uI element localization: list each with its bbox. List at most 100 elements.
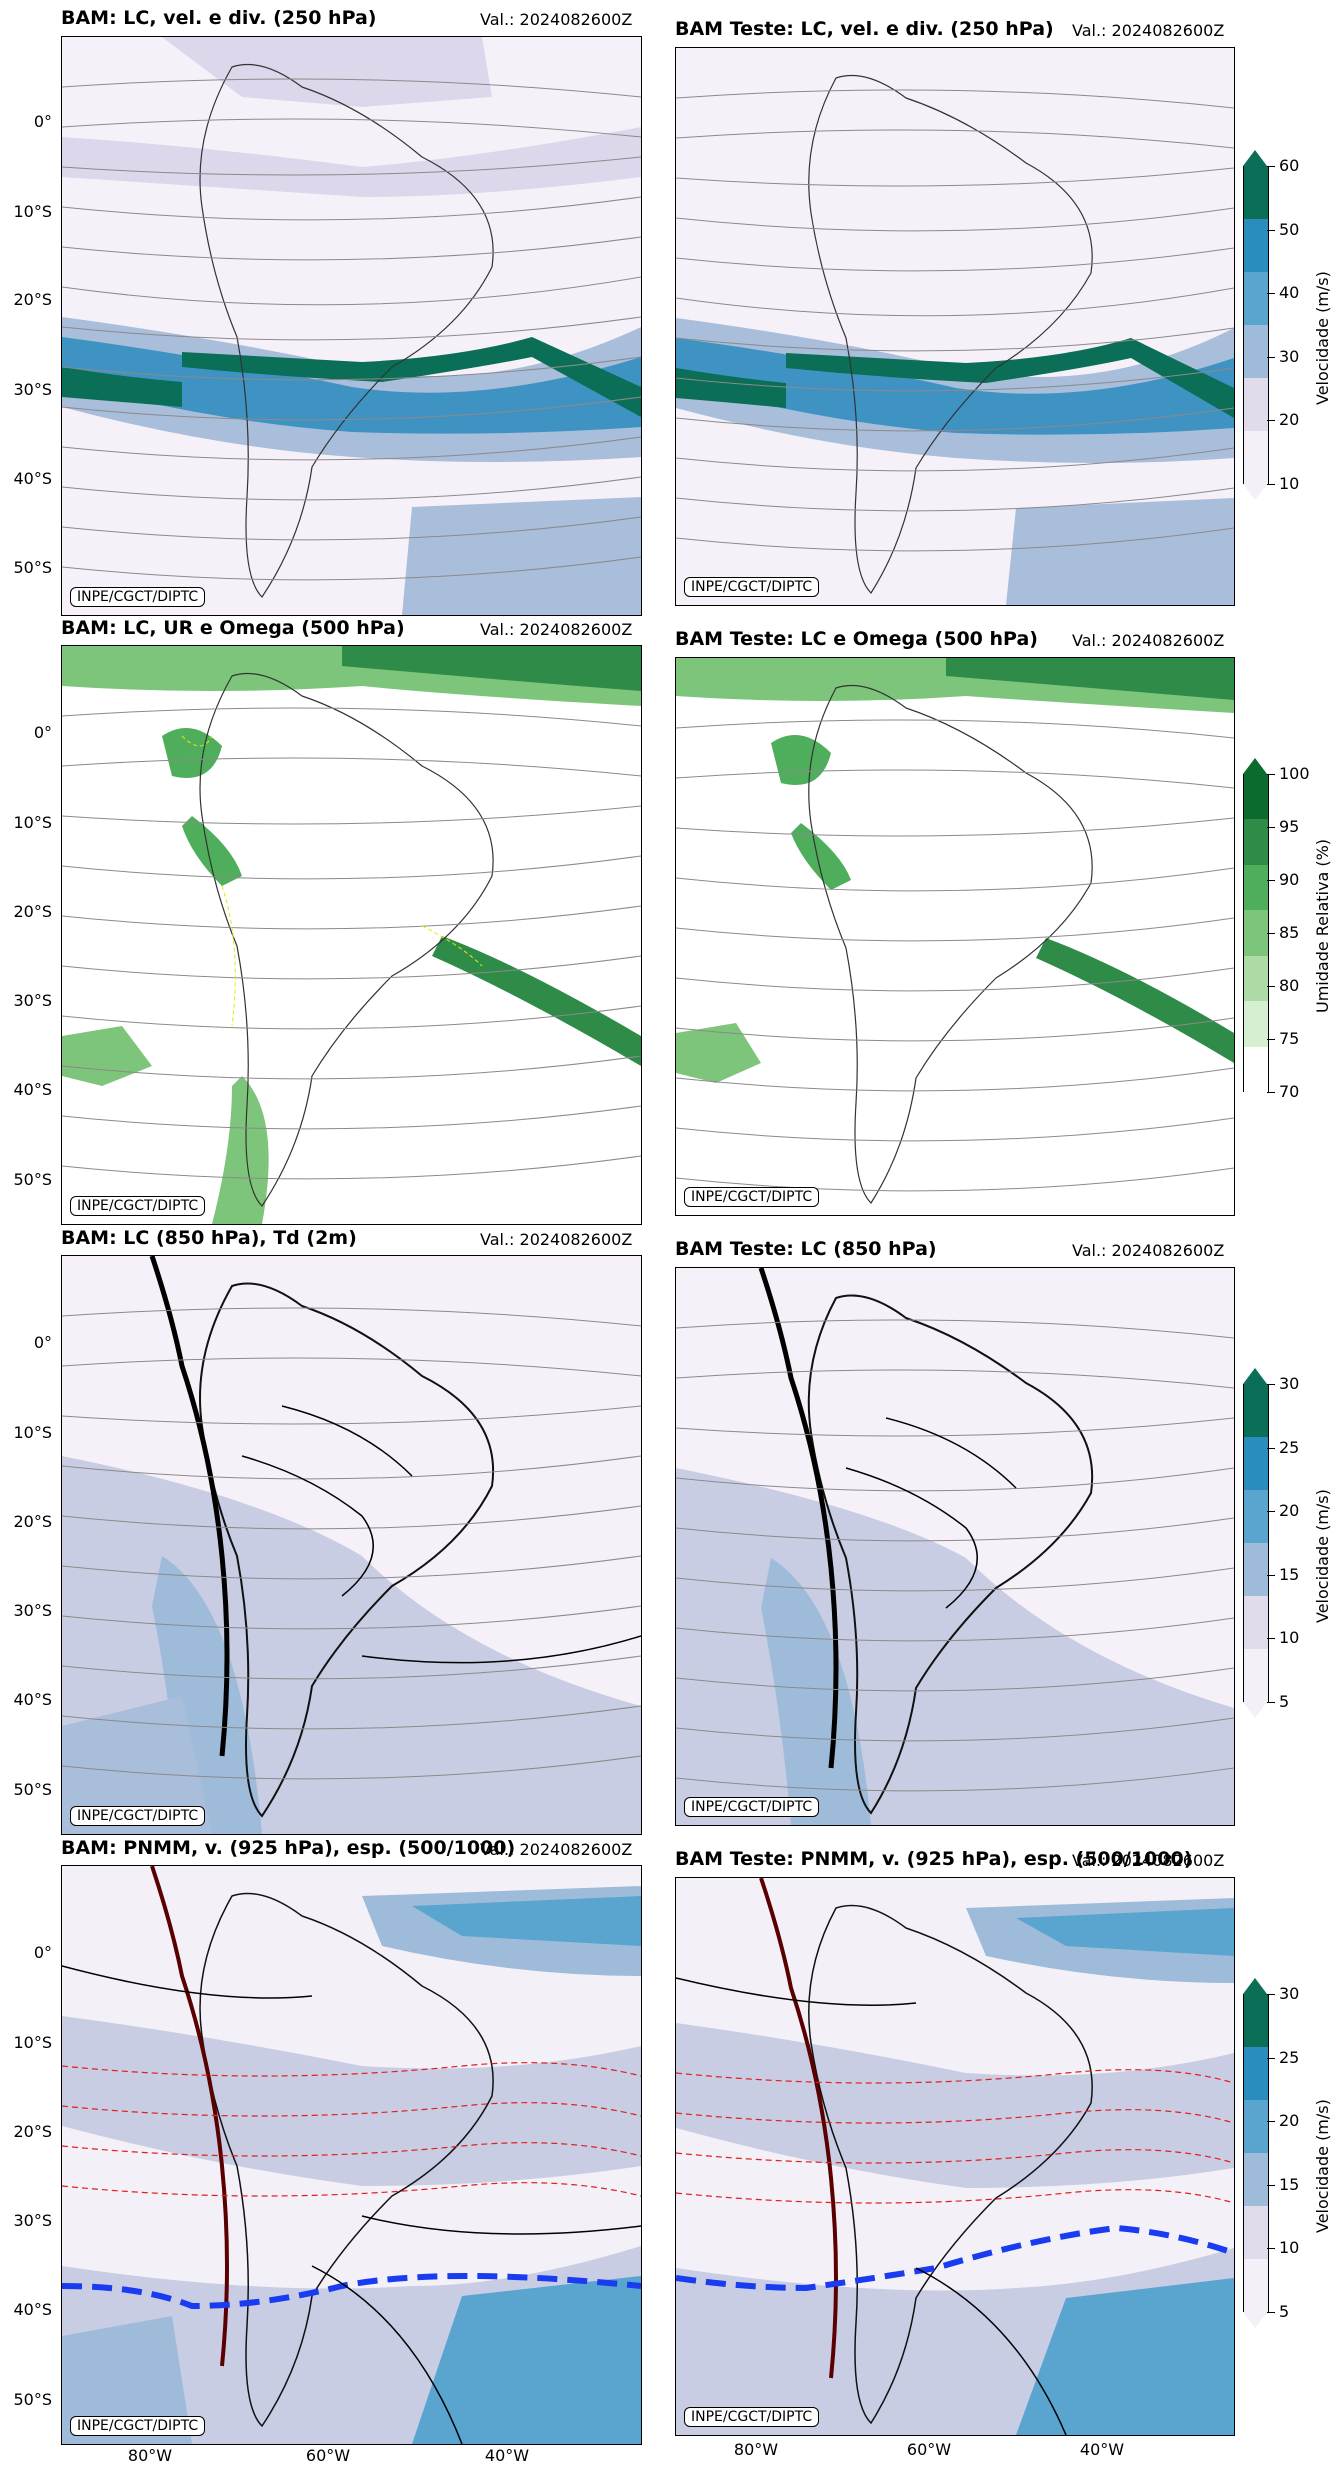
map-500-bam-teste: INPE/CGCT/DIPTC xyxy=(675,657,1235,1216)
valid-time: Val.: 2024082600Z xyxy=(1072,21,1225,40)
colorbar-segment xyxy=(1243,1543,1269,1596)
colorbar-segment xyxy=(1243,325,1269,378)
lon-label: 40°W xyxy=(484,2446,530,2465)
colorbar-segment xyxy=(1243,2259,1269,2312)
credit-label: INPE/CGCT/DIPTC xyxy=(684,577,820,597)
colorbar-tick-label: 30 xyxy=(1266,1984,1300,2003)
colorbar-segment xyxy=(1243,2100,1269,2153)
colorbar-tick-label: 5 xyxy=(1266,2302,1290,2321)
lon-label: 80°W xyxy=(733,2440,779,2459)
colorbar-tick-label: 15 xyxy=(1266,1564,1300,1584)
row-250hpa: BAM: LC, vel. e div. (250 hPa) Val.: 202… xyxy=(0,0,1334,616)
colorbar-tick-label: 100 xyxy=(1267,764,1310,783)
lat-label: 30°S xyxy=(13,991,52,1010)
colorbar-extend-top xyxy=(1243,150,1267,166)
lat-label: 20°S xyxy=(13,902,52,921)
map-850-bam-teste: INPE/CGCT/DIPTC xyxy=(675,1267,1235,1826)
colorbar-tick-label: 30 xyxy=(1266,346,1300,366)
map-925-bam-teste: INPE/CGCT/DIPTC xyxy=(675,1877,1235,2436)
colorbar-extend-bottom xyxy=(1243,1702,1267,1718)
colorbar-segment xyxy=(1243,819,1269,865)
colorbar-tick-label: 5 xyxy=(1266,1692,1290,1711)
lat-label: 30°S xyxy=(13,2211,52,2230)
colorbar-segment xyxy=(1243,1046,1269,1092)
credit-label: INPE/CGCT/DIPTC xyxy=(684,1187,820,1207)
colorbar-tick-label: 95 xyxy=(1266,817,1300,836)
colorbar-tick-label: 10 xyxy=(1266,474,1300,493)
colorbar-tick-label: 20 xyxy=(1266,410,1300,430)
colorbar-tick-label: 90 xyxy=(1266,870,1300,889)
colorbar-velocidade-250: 60 50 40 30 20 10 Velocidade (m/s) xyxy=(1243,150,1334,500)
credit-label: INPE/CGCT/DIPTC xyxy=(70,1196,206,1216)
valid-time: Val.: 2024082600Z xyxy=(480,10,633,29)
valid-time: Val.: 2024082600Z xyxy=(1072,1241,1225,1260)
panel-title: BAM: LC, vel. e div. (250 hPa) xyxy=(61,7,377,29)
colorbar-tick-label: 85 xyxy=(1266,923,1300,942)
lat-label: 10°S xyxy=(13,813,52,832)
colorbar-segment xyxy=(1243,910,1269,956)
map-250-bam: INPE/CGCT/DIPTC xyxy=(61,36,642,616)
panel-title: BAM Teste: LC, vel. e div. (250 hPa) xyxy=(675,18,1054,40)
colorbar-segment xyxy=(1243,166,1269,219)
lon-label: 40°W xyxy=(1079,2440,1125,2459)
colorbar-tick-label: 25 xyxy=(1266,1437,1300,1457)
lat-label: 0° xyxy=(33,1333,52,1352)
colorbar-tick-label: 75 xyxy=(1266,1029,1300,1048)
colorbar-segment xyxy=(1243,774,1269,820)
credit-label: INPE/CGCT/DIPTC xyxy=(684,2407,820,2427)
map-850-bam: INPE/CGCT/DIPTC xyxy=(61,1255,642,1835)
panel-title: BAM: LC (850 hPa), Td (2m) xyxy=(61,1227,357,1249)
colorbar-extend-top xyxy=(1243,1978,1267,1994)
colorbar-tick-label: 10 xyxy=(1266,1628,1300,1648)
colorbar-segment xyxy=(1243,1649,1269,1702)
valid-time: Val.: 2024082600Z xyxy=(1072,631,1225,650)
lat-label: 30°S xyxy=(13,380,52,399)
valid-time: Val.: 2024082600Z xyxy=(480,1840,633,1859)
colorbar-extend-bottom xyxy=(1243,2312,1267,2328)
lat-label: 0° xyxy=(33,723,52,742)
colorbar-segment xyxy=(1243,955,1269,1002)
colorbar-segment xyxy=(1243,1001,1269,1047)
colorbar-segment xyxy=(1243,1384,1269,1437)
lon-label: 60°W xyxy=(305,2446,351,2465)
colorbar-extend-bottom xyxy=(1243,1092,1267,1108)
lon-label: 80°W xyxy=(127,2446,173,2465)
lat-label: 30°S xyxy=(13,1601,52,1620)
credit-label: INPE/CGCT/DIPTC xyxy=(684,1797,820,1817)
panel-title: BAM Teste: LC (850 hPa) xyxy=(675,1238,937,1260)
colorbar-tick-label: 30 xyxy=(1266,1374,1300,1393)
lat-label: 0° xyxy=(33,112,52,131)
credit-label: INPE/CGCT/DIPTC xyxy=(70,587,206,607)
colorbar-tick-label: 15 xyxy=(1266,2174,1300,2194)
lat-label: 10°S xyxy=(13,2033,52,2052)
lat-label: 20°S xyxy=(13,290,52,309)
colorbar-segment xyxy=(1243,272,1269,325)
colorbar-label: Velocidade (m/s) xyxy=(1313,1489,1332,1623)
row-500hpa: BAM: LC, UR e Omega (500 hPa) Val.: 2024… xyxy=(0,615,1334,1225)
map-250-bam-teste: INPE/CGCT/DIPTC xyxy=(675,47,1235,606)
lat-label: 40°S xyxy=(13,1080,52,1099)
colorbar-tick-label: 70 xyxy=(1266,1082,1300,1101)
colorbar-velocidade-850: 30 25 20 15 10 5 Velocidade (m/s) xyxy=(1243,1368,1334,1718)
valid-time: Val.: 2024082600Z xyxy=(480,620,633,639)
valid-time: Val.: 2024082600Z xyxy=(480,1230,633,1249)
map-500-bam: INPE/CGCT/DIPTC xyxy=(61,645,642,1225)
panel-title: BAM Teste: LC e Omega (500 hPa) xyxy=(675,628,1038,650)
colorbar-label: Velocidade (m/s) xyxy=(1313,271,1332,405)
lat-label: 50°S xyxy=(13,1780,52,1799)
colorbar-extend-bottom xyxy=(1243,484,1267,500)
lat-label: 10°S xyxy=(13,1423,52,1442)
colorbar-tick-label: 60 xyxy=(1266,156,1300,175)
lat-label: 10°S xyxy=(13,202,52,221)
colorbar-label: Velocidade (m/s) xyxy=(1313,2099,1332,2233)
valid-time: Val.: 2024082600Z xyxy=(1072,1851,1225,1870)
colorbar-tick-label: 10 xyxy=(1266,2238,1300,2258)
colorbar-tick-label: 25 xyxy=(1266,2047,1300,2067)
panel-title: BAM Teste: PNMM, v. (925 hPa), esp. (500… xyxy=(675,1848,1193,1870)
lat-label: 40°S xyxy=(13,1690,52,1709)
colorbar-tick-label: 80 xyxy=(1266,976,1300,995)
colorbar-extend-top xyxy=(1243,1368,1267,1384)
row-850hpa: BAM: LC (850 hPa), Td (2m) Val.: 2024082… xyxy=(0,1225,1334,1835)
colorbar-extend-top xyxy=(1243,758,1267,774)
colorbar-velocidade-925: 30 25 20 15 10 5 Velocidade (m/s) xyxy=(1243,1978,1334,2328)
